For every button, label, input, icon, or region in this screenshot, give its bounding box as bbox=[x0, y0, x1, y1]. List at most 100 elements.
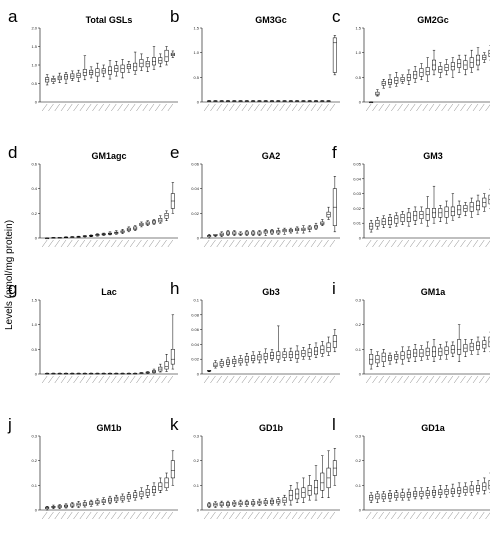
panel-letter: l bbox=[332, 415, 336, 434]
category-label-stub bbox=[98, 103, 104, 112]
category-label-stub bbox=[260, 103, 266, 112]
category-label-stub bbox=[222, 103, 229, 112]
box-mark bbox=[391, 212, 399, 248]
category-label-stub bbox=[397, 103, 403, 112]
y-tick-label: 0.3 bbox=[355, 298, 361, 303]
category-label-stub bbox=[254, 103, 260, 112]
category-label-stub bbox=[98, 239, 104, 248]
category-label-stub bbox=[123, 103, 130, 112]
category-label-stub bbox=[136, 511, 142, 520]
box-mark bbox=[266, 497, 274, 520]
y-tick-label: 0.04 bbox=[191, 186, 200, 191]
category-label-stub bbox=[435, 511, 441, 520]
box-mark bbox=[67, 236, 75, 248]
box-mark bbox=[136, 372, 144, 384]
category-label-stub bbox=[67, 239, 73, 248]
box-body bbox=[170, 460, 175, 479]
category-label-stub bbox=[441, 239, 447, 248]
category-label-stub bbox=[60, 103, 67, 112]
category-label-stub bbox=[466, 511, 472, 520]
panel-letter: d bbox=[8, 143, 17, 162]
category-label-stub bbox=[104, 511, 111, 520]
box-mark bbox=[41, 372, 50, 384]
category-label-stub bbox=[447, 103, 454, 112]
category-label-stub bbox=[428, 103, 435, 112]
category-label-stub bbox=[203, 239, 210, 248]
panels-group: a Total GSLs 0 0.5 1.0 1.5 2.0 b GM3Gc 0 0.5 1.0 1.5… bbox=[7, 7, 490, 520]
box-mark bbox=[210, 360, 218, 384]
box-mark bbox=[48, 237, 56, 248]
box-mark bbox=[104, 231, 112, 248]
category-label-stub bbox=[472, 239, 479, 248]
box-mark bbox=[329, 448, 337, 520]
box-mark bbox=[466, 49, 474, 112]
box-mark bbox=[73, 69, 81, 112]
box-body bbox=[213, 362, 218, 367]
box-mark bbox=[167, 182, 175, 248]
box-mark bbox=[384, 74, 392, 112]
category-label-stub bbox=[466, 103, 472, 112]
box-mark bbox=[161, 46, 169, 112]
box-mark bbox=[129, 51, 138, 112]
box-mark bbox=[466, 339, 474, 384]
box-mark bbox=[60, 503, 68, 520]
box-mark bbox=[54, 72, 62, 112]
category-label-stub bbox=[247, 375, 254, 384]
box-mark bbox=[428, 339, 436, 384]
panel-letter: e bbox=[170, 143, 179, 162]
box-mark bbox=[460, 339, 468, 384]
box-mark bbox=[391, 72, 399, 112]
box-mark bbox=[54, 237, 62, 248]
y-tick-label: 0.5 bbox=[31, 81, 37, 86]
box-mark bbox=[254, 230, 262, 248]
category-label-stub bbox=[247, 511, 254, 520]
category-label-stub bbox=[378, 511, 384, 520]
y-tick-label: 1.0 bbox=[31, 63, 37, 68]
y-tick-label: 1.0 bbox=[193, 50, 199, 55]
category-label-stub bbox=[167, 511, 174, 520]
y-tick-label: 0.5 bbox=[355, 75, 361, 80]
category-label-stub bbox=[323, 375, 329, 384]
category-label-stub bbox=[142, 375, 148, 384]
category-label-stub bbox=[155, 375, 161, 384]
box-mark bbox=[247, 499, 256, 520]
panel-title: Total GSLs bbox=[86, 15, 133, 25]
box-mark bbox=[365, 101, 374, 112]
box-mark bbox=[310, 465, 318, 520]
box-mark bbox=[485, 331, 490, 384]
category-label-stub bbox=[73, 511, 79, 520]
box-mark bbox=[266, 349, 274, 384]
y-tick-label: 0.02 bbox=[353, 206, 362, 211]
category-label-stub bbox=[397, 511, 403, 520]
box-mark bbox=[203, 370, 212, 384]
box-mark bbox=[241, 499, 249, 520]
box-mark bbox=[67, 70, 75, 112]
category-label-stub bbox=[428, 239, 435, 248]
category-label-stub bbox=[229, 239, 235, 248]
y-tick-label: 1.5 bbox=[31, 44, 37, 49]
category-label-stub bbox=[304, 103, 310, 112]
box-mark bbox=[41, 74, 50, 112]
panel-title: GA2 bbox=[262, 151, 281, 161]
category-label-stub bbox=[372, 375, 378, 384]
category-label-stub bbox=[54, 375, 60, 384]
box-mark bbox=[222, 100, 230, 112]
box-mark bbox=[391, 351, 399, 384]
box-mark bbox=[273, 227, 281, 248]
box-mark bbox=[422, 341, 430, 384]
y-tick-label: 2.0 bbox=[31, 26, 37, 31]
box-mark bbox=[142, 57, 150, 112]
box-mark bbox=[273, 497, 281, 520]
box-mark bbox=[323, 450, 331, 520]
category-label-stub bbox=[60, 511, 67, 520]
category-label-stub bbox=[92, 511, 98, 520]
box-mark bbox=[41, 506, 50, 520]
box-mark bbox=[384, 490, 392, 520]
category-label-stub bbox=[136, 103, 142, 112]
y-tick-label: 1.0 bbox=[355, 50, 361, 55]
box-mark bbox=[453, 200, 462, 248]
category-label-stub bbox=[441, 103, 447, 112]
box-mark bbox=[329, 35, 337, 112]
box-mark bbox=[117, 493, 125, 520]
y-tick-label: 0.04 bbox=[353, 176, 362, 181]
